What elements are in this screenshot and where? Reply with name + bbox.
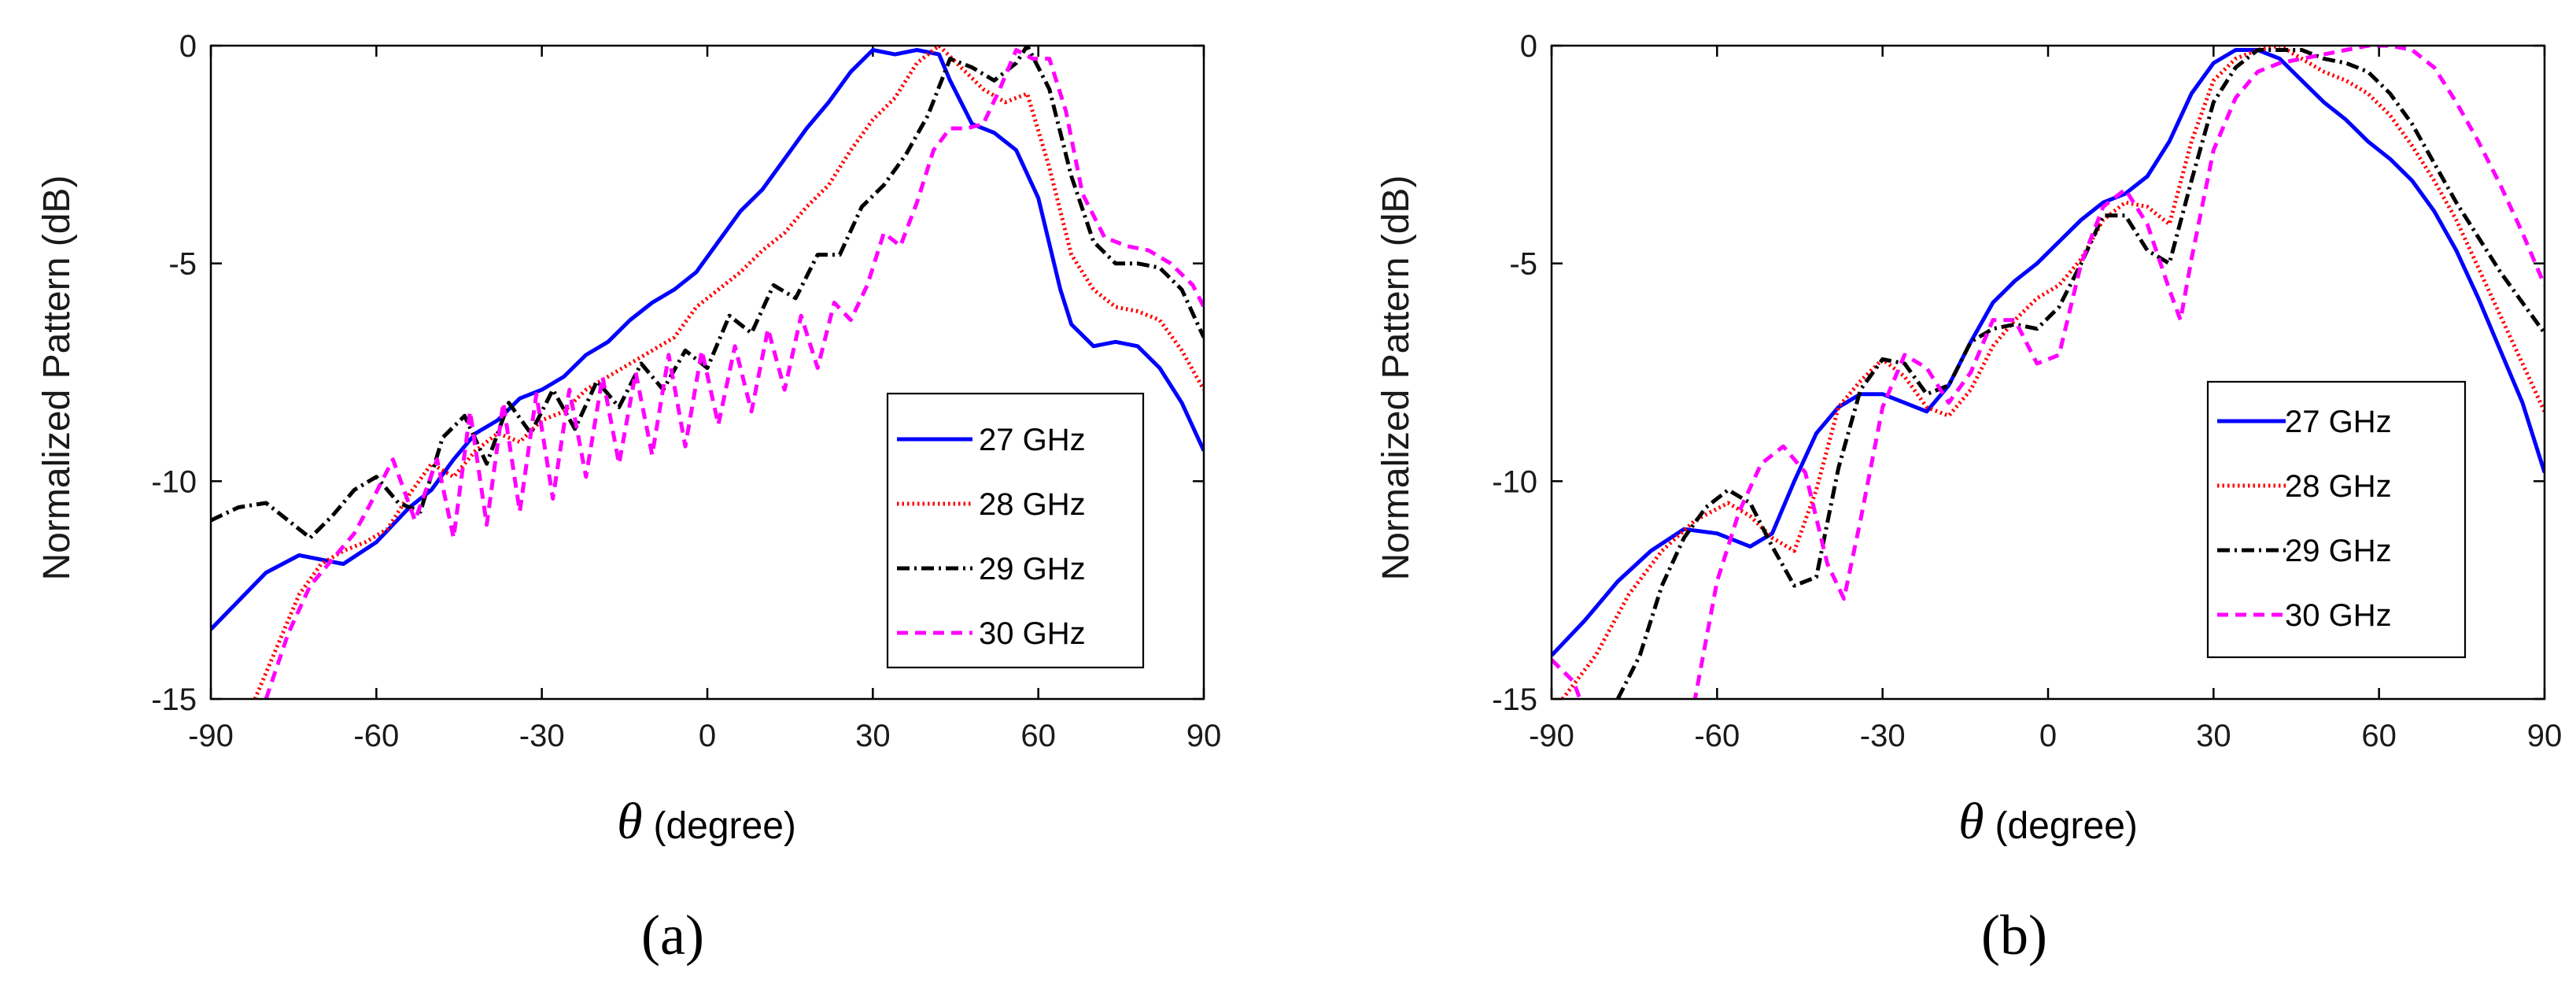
y-tick-label-a-0: -15: [151, 682, 197, 717]
series-line-b-29-ghz: [1615, 48, 2545, 699]
legend-label-b-2: 29 GHz: [2285, 534, 2392, 568]
y-axis-label-a: Normalized Pattern (dB): [36, 176, 78, 581]
x-tick-label-a-0: -90: [188, 719, 234, 753]
x-tick-label-b-4: 30: [2196, 719, 2231, 753]
x-tick-label-b-2: -30: [1860, 719, 1906, 753]
series-lines-b: [1552, 46, 2545, 699]
x-tick-label-b-6: 90: [2527, 719, 2563, 753]
x-tick-label-a-4: 30: [855, 719, 891, 753]
x-tick-label-b-0: -90: [1529, 719, 1574, 753]
y-tick-label-a-2: -5: [168, 247, 197, 282]
legend-b: 27 GHz 28 GHz 29 GHz 30 GHz: [2206, 380, 2467, 659]
series-lines-a: [211, 46, 1204, 699]
caption-b: (b): [1981, 904, 2047, 967]
legend-label-b-0: 27 GHz: [2285, 405, 2392, 439]
y-axis-label-b: Normalized Pattern (dB): [1375, 176, 1417, 581]
x-tick-label-a-3: 0: [699, 719, 716, 753]
theta-symbol-a: θ: [617, 793, 642, 850]
y-axis-ticks-a: -15 -10 -5 0: [151, 29, 1204, 717]
x-axis-unit-a: (degree): [653, 805, 795, 847]
x-tick-label-a-6: 90: [1187, 719, 1222, 753]
y-tick-label-b-3: 0: [1520, 29, 1537, 64]
chart-panel-b: -15 -10 -5 0 -90 -60 -30 0 30 60 90 Normalized Pa…: [1375, 29, 2562, 967]
y-tick-label-b-0: -15: [1492, 682, 1537, 717]
series-line-a-30-ghz: [264, 48, 1204, 699]
x-tick-label-b-5: 60: [2361, 719, 2397, 753]
x-axis-ticks-a: -90 -60 -30 0 30 60 90: [188, 46, 1221, 753]
x-tick-label-a-5: 60: [1020, 719, 1056, 753]
legend-label-a-3: 30 GHz: [979, 616, 1086, 651]
x-tick-label-a-1: -60: [353, 719, 399, 753]
axes-frame-a: [209, 44, 1205, 701]
x-axis-ticks-b: -90 -60 -30 0 30 60 90: [1529, 46, 2562, 753]
x-axis-label-a: θ (degree): [617, 793, 796, 850]
theta-symbol-b: θ: [1958, 793, 1984, 850]
x-tick-label-b-3: 0: [2039, 719, 2057, 753]
legend-label-b-1: 28 GHz: [2285, 469, 2392, 504]
legend-label-a-2: 29 GHz: [979, 552, 1086, 586]
caption-a: (a): [641, 904, 704, 967]
series-line-a-28-ghz: [253, 46, 1204, 699]
legend-a: 27 GHz 28 GHz 29 GHz 30 GHz: [886, 392, 1145, 669]
legend-label-b-3: 30 GHz: [2285, 598, 2392, 633]
chart-panel-a: -15 -10 -5 0 -90 -60 -30 0 30 60 90 Normalized Pa…: [36, 29, 1221, 967]
series-line-a-27-ghz: [211, 48, 1204, 631]
legend-box-b: [2206, 380, 2467, 659]
series-line-b-27-ghz: [1552, 48, 2545, 657]
axes-frame-b: [1550, 44, 2546, 701]
x-tick-label-a-2: -30: [519, 719, 565, 753]
y-tick-label-a-3: 0: [179, 29, 197, 64]
x-axis-unit-b: (degree): [1995, 805, 2137, 847]
y-tick-label-a-1: -10: [151, 464, 197, 499]
y-axis-ticks-b: -15 -10 -5 0: [1492, 29, 2545, 717]
series-line-a-29-ghz: [211, 46, 1204, 540]
legend-label-a-1: 28 GHz: [979, 487, 1086, 522]
y-tick-label-b-2: -5: [1509, 247, 1537, 282]
y-tick-label-b-1: -10: [1492, 464, 1537, 499]
x-axis-label-b: θ (degree): [1958, 793, 2138, 850]
x-tick-label-b-1: -60: [1694, 719, 1740, 753]
legend-label-a-0: 27 GHz: [979, 423, 1086, 457]
series-line-b-28-ghz: [1561, 46, 2545, 699]
